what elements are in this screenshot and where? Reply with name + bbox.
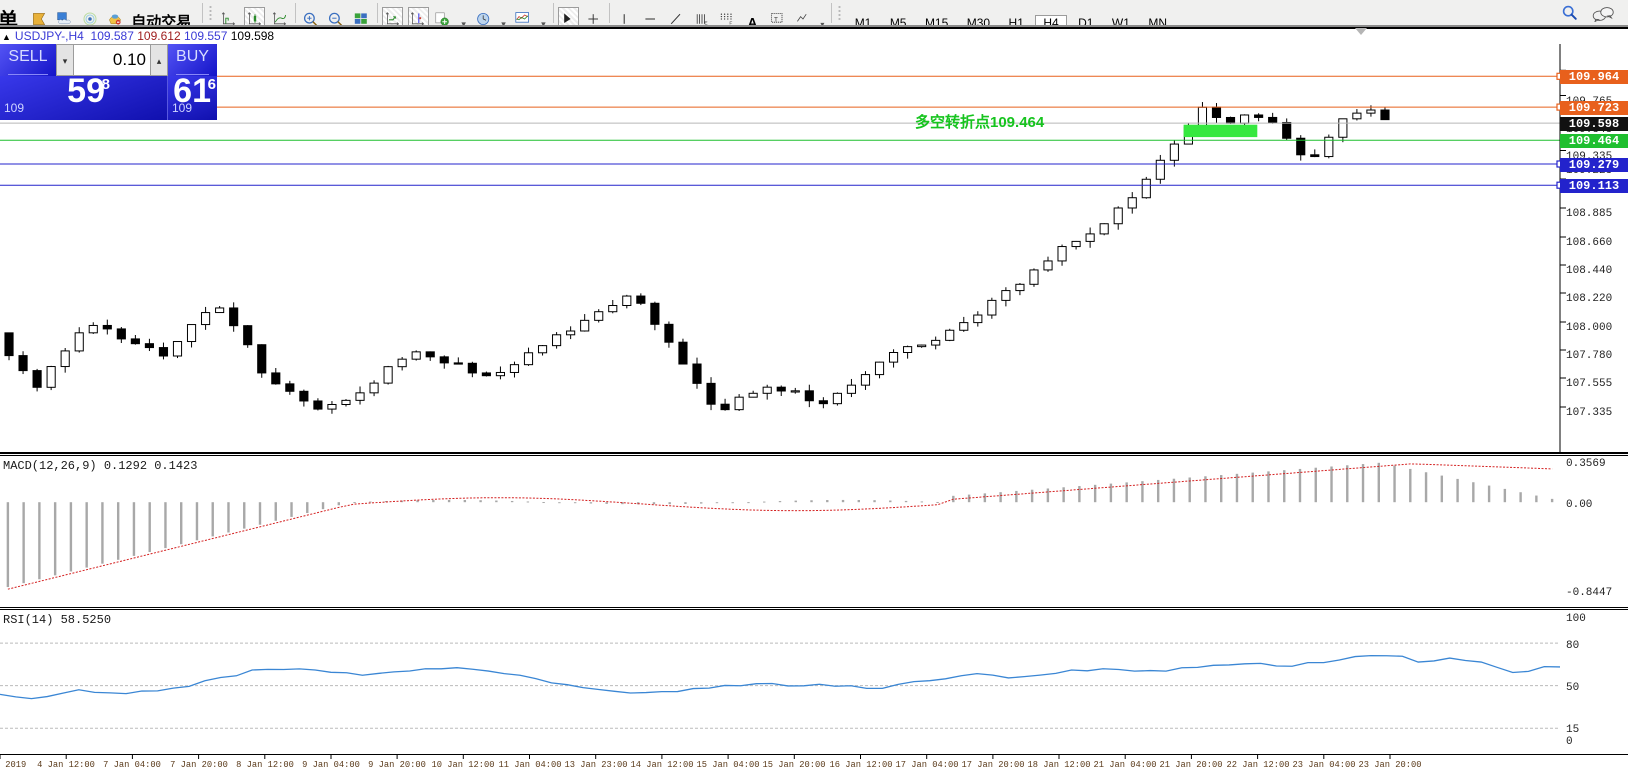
svg-text:F: F bbox=[729, 21, 732, 27]
svg-text:T: T bbox=[774, 16, 778, 23]
svg-text:E: E bbox=[704, 21, 707, 27]
